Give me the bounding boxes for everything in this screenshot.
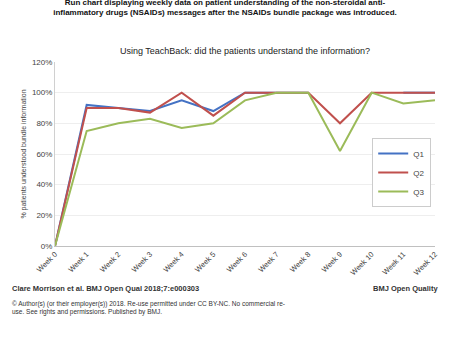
svg-text:Week 1: Week 1 — [66, 250, 90, 274]
svg-text:Run chart displaying weekly da: Run chart displaying weekly data on pati… — [53, 0, 397, 17]
svg-text:20%: 20% — [36, 211, 52, 220]
svg-text:BMJ Open Quality: BMJ Open Quality — [373, 284, 438, 293]
svg-text:Week 0: Week 0 — [35, 250, 59, 274]
svg-text:100%: 100% — [32, 88, 52, 97]
svg-text:Week 6: Week 6 — [225, 250, 249, 274]
svg-text:Week 2: Week 2 — [98, 250, 122, 274]
svg-text:60%: 60% — [36, 150, 52, 159]
svg-text:Q2: Q2 — [413, 169, 424, 178]
svg-text:% patients understood bundle i: % patients understood bundle information — [20, 89, 28, 218]
svg-text:Week 12: Week 12 — [412, 250, 439, 277]
svg-text:80%: 80% — [36, 119, 52, 128]
svg-text:Q3: Q3 — [413, 188, 424, 197]
svg-text:Clare Morrison et al. BMJ Open: Clare Morrison et al. BMJ Open Qual 2018… — [12, 284, 199, 293]
svg-text:Week 3: Week 3 — [130, 250, 154, 274]
svg-text:40%: 40% — [36, 180, 52, 189]
svg-text:Week 8: Week 8 — [288, 250, 312, 274]
svg-text:0%: 0% — [41, 242, 53, 251]
svg-text:Q1: Q1 — [413, 150, 424, 159]
svg-text:Using TeachBack: did the patie: Using TeachBack: did the patients unders… — [120, 46, 370, 56]
svg-text:Week 7: Week 7 — [256, 250, 280, 274]
svg-text:Week 5: Week 5 — [193, 250, 217, 274]
svg-text:Week 11: Week 11 — [381, 250, 408, 277]
svg-text:© Author(s) (or their employer: © Author(s) (or their employer(s)) 2018.… — [12, 300, 285, 316]
svg-text:Week 9: Week 9 — [320, 250, 344, 274]
svg-text:Week 10: Week 10 — [349, 250, 376, 277]
svg-text:120%: 120% — [32, 58, 52, 67]
svg-text:Week 4: Week 4 — [161, 250, 185, 274]
